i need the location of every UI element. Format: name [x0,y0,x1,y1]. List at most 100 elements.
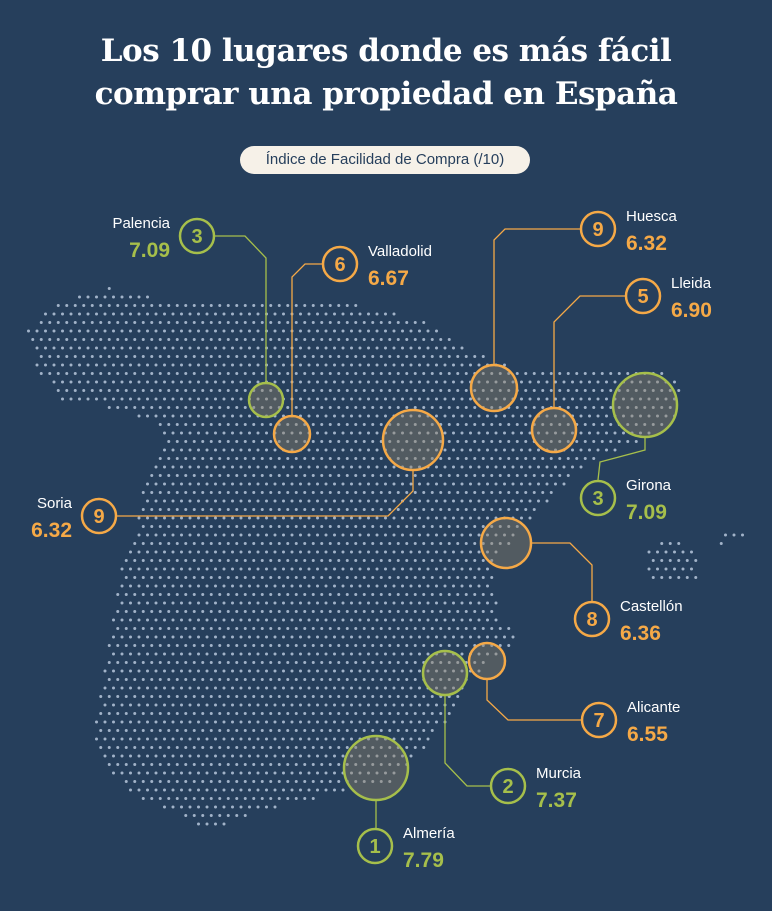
map-dot [163,414,166,418]
map-dot [273,737,277,741]
map-dot [320,780,324,783]
map-dot [486,397,489,401]
map-dot [133,321,137,324]
map-dot [175,661,179,664]
location-circle[interactable] [530,406,578,454]
map-dot [486,601,489,605]
map-dot [197,516,200,520]
map-dot [392,618,396,622]
location-circle[interactable] [272,414,312,454]
map-dot [494,465,498,469]
map-dot [464,406,468,409]
map-dot [507,491,511,494]
map-dot [422,389,426,392]
map-dot [209,610,213,613]
map-dot [294,661,298,664]
map-dot [120,720,124,724]
location-circle[interactable] [342,734,410,802]
map-dot [524,440,528,443]
map-dot [588,414,591,418]
location-circle[interactable] [421,649,469,697]
map-dot [477,397,481,401]
map-dot [409,516,413,520]
map-dot [197,482,200,486]
map-dot [201,712,205,715]
map-dot [235,525,239,528]
map-dot [324,499,328,503]
map-dot [392,567,396,571]
map-dot [239,788,243,792]
map-dot [273,567,277,571]
map-dot [231,380,234,384]
map-dot [243,423,247,426]
map-dot [337,423,341,426]
map-dot [350,737,353,741]
map-dot [188,635,192,639]
map-dot [141,593,145,596]
map-dot [171,482,175,486]
map-dot [290,703,294,707]
map-dot [243,695,247,698]
map-dot [405,729,409,732]
map-dot [163,601,166,605]
map-dot [430,457,434,460]
map-dot [651,406,655,409]
map-dot [311,695,315,698]
location-circle[interactable] [381,408,445,472]
map-dot [167,508,171,511]
map-dot [311,780,315,783]
map-dot [350,499,353,503]
map-dot [214,363,217,367]
map-dot [558,440,562,443]
map-dot [290,652,294,656]
map-dot [167,746,171,749]
map-dot [248,346,251,350]
map-dot [515,440,519,443]
map-dot [362,338,366,341]
map-dot [188,737,192,741]
map-dot [290,584,294,588]
map-dot [316,499,319,503]
map-dot [116,627,120,630]
map-dot [222,414,226,418]
rank-badge [321,245,359,283]
map-dot [137,669,141,673]
map-dot [320,508,324,511]
location-circle[interactable] [467,641,507,681]
place-score: 7.09 [129,239,170,262]
map-dot [260,559,264,562]
map-dot [209,321,213,324]
map-dot [316,669,319,673]
map-dot [269,627,273,630]
map-dot [133,729,137,732]
map-dot [524,406,528,409]
map-dot [515,457,519,460]
map-dot [192,746,196,749]
location-circle[interactable] [247,381,285,419]
map-dot [163,550,166,554]
map-dot [154,414,158,418]
map-dot [214,703,217,707]
map-dot [328,746,332,749]
map-dot [371,593,375,596]
map-dot [52,312,56,316]
location-circle[interactable] [611,371,679,439]
location-circle[interactable] [479,516,533,570]
map-dot [307,601,311,605]
location-circle[interactable] [469,363,519,413]
map-dot [503,448,506,452]
map-dot [303,542,307,545]
map-dot [426,380,430,384]
map-dot [405,525,409,528]
map-dot [146,567,149,571]
